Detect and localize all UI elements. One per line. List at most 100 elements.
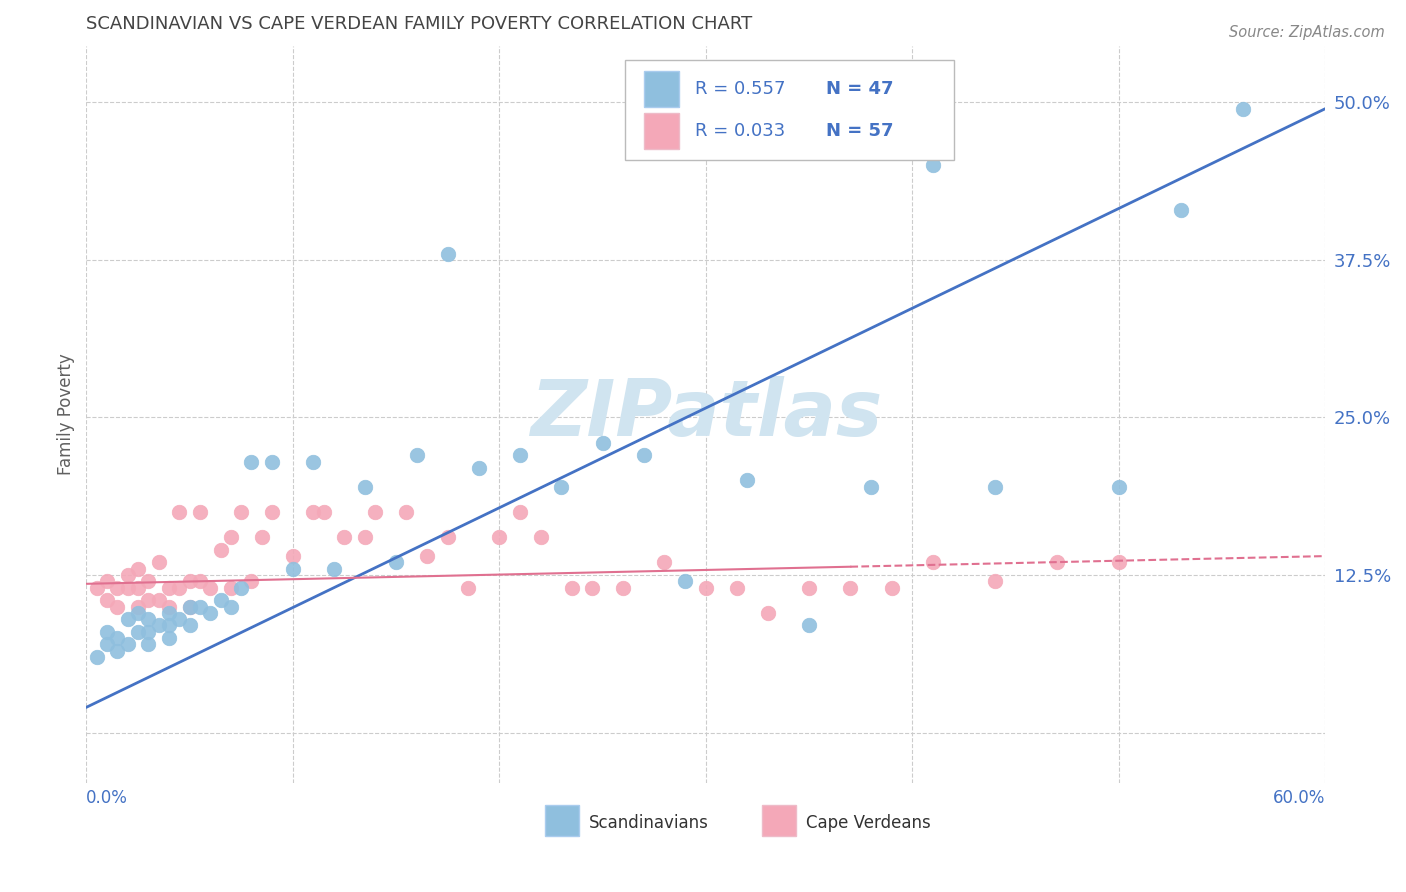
Point [240, 454, 263, 468]
FancyBboxPatch shape [644, 71, 679, 107]
Point [354, 480, 377, 494]
Point [633, 448, 655, 462]
Point [127, 581, 149, 595]
Point [725, 581, 748, 595]
Point [654, 555, 676, 569]
Point [127, 606, 149, 620]
Point [96, 593, 118, 607]
Point [136, 574, 159, 589]
Point [281, 562, 304, 576]
Point [1108, 555, 1130, 569]
Point [984, 574, 1007, 589]
Text: Scandinavians: Scandinavians [589, 814, 709, 832]
Point [550, 480, 572, 494]
Point [179, 618, 201, 632]
Point [219, 581, 242, 595]
Point [179, 599, 201, 614]
Y-axis label: Family Poverty: Family Poverty [58, 353, 75, 475]
Point [797, 581, 820, 595]
Point [529, 530, 551, 544]
Point [167, 581, 190, 595]
Point [157, 631, 180, 645]
Point [405, 448, 427, 462]
Point [436, 530, 458, 544]
Point [859, 480, 882, 494]
Point [117, 568, 139, 582]
Point [302, 454, 325, 468]
Point [136, 624, 159, 639]
Point [1108, 480, 1130, 494]
Point [209, 593, 232, 607]
Text: SCANDINAVIAN VS CAPE VERDEAN FAMILY POVERTY CORRELATION CHART: SCANDINAVIAN VS CAPE VERDEAN FAMILY POVE… [86, 15, 752, 33]
Point [395, 505, 418, 519]
Point [281, 549, 304, 563]
Point [188, 574, 211, 589]
Point [117, 637, 139, 651]
FancyBboxPatch shape [762, 805, 796, 836]
Point [302, 505, 325, 519]
Point [136, 593, 159, 607]
Point [219, 530, 242, 544]
Point [188, 505, 211, 519]
Point [127, 562, 149, 576]
Point [105, 599, 128, 614]
FancyBboxPatch shape [544, 805, 579, 836]
Point [436, 246, 458, 260]
Point [467, 461, 489, 475]
Point [157, 606, 180, 620]
Point [612, 581, 634, 595]
Point [157, 581, 180, 595]
Point [240, 574, 263, 589]
Point [592, 435, 614, 450]
Text: N = 47: N = 47 [825, 80, 893, 98]
Point [735, 474, 758, 488]
Point [209, 542, 232, 557]
Text: Source: ZipAtlas.com: Source: ZipAtlas.com [1229, 25, 1385, 40]
Point [312, 505, 335, 519]
Point [250, 530, 273, 544]
Point [880, 581, 903, 595]
Point [96, 637, 118, 651]
Point [198, 581, 221, 595]
Point [1046, 555, 1069, 569]
Point [105, 581, 128, 595]
Point [105, 631, 128, 645]
Text: R = 0.033: R = 0.033 [695, 122, 785, 140]
Point [136, 637, 159, 651]
Point [922, 555, 945, 569]
Point [167, 612, 190, 626]
Text: 0.0%: 0.0% [86, 789, 128, 807]
Point [148, 555, 170, 569]
Point [1232, 102, 1254, 116]
Point [86, 649, 108, 664]
Point [797, 618, 820, 632]
Text: ZIPatlas: ZIPatlas [530, 376, 882, 452]
FancyBboxPatch shape [644, 113, 679, 149]
Text: N = 57: N = 57 [825, 122, 893, 140]
Point [756, 606, 779, 620]
Point [509, 448, 531, 462]
Point [364, 505, 387, 519]
Text: Cape Verdeans: Cape Verdeans [806, 814, 931, 832]
Point [157, 599, 180, 614]
Point [117, 612, 139, 626]
Point [188, 599, 211, 614]
Point [262, 505, 284, 519]
Text: R = 0.557: R = 0.557 [695, 80, 785, 98]
Point [509, 505, 531, 519]
Point [148, 618, 170, 632]
Point [136, 612, 159, 626]
Point [167, 505, 190, 519]
Point [561, 581, 583, 595]
Point [86, 581, 108, 595]
Point [354, 530, 377, 544]
Point [219, 599, 242, 614]
Point [673, 574, 696, 589]
Point [1170, 202, 1192, 217]
Point [179, 599, 201, 614]
Point [148, 593, 170, 607]
Point [231, 505, 253, 519]
Point [385, 555, 408, 569]
Point [333, 530, 356, 544]
Point [96, 624, 118, 639]
